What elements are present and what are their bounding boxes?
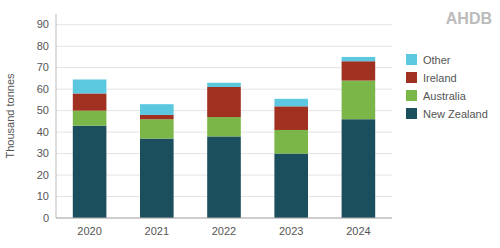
y-tick-label: 60: [37, 83, 49, 95]
y-tick-label: 50: [37, 104, 49, 116]
y-axis-label: Thousand tonnes: [4, 73, 16, 159]
y-tick-label: 10: [37, 190, 49, 202]
x-axis-line: [56, 218, 392, 219]
bar-segment: [274, 106, 308, 130]
x-tick-label: 2023: [279, 225, 303, 237]
bar-segment: [274, 99, 308, 107]
legend-label: Other: [423, 54, 451, 66]
bar-segment: [342, 61, 376, 80]
y-axis-line: [56, 14, 57, 218]
legend-swatch: [406, 54, 417, 65]
legend: Other Ireland Australia New Zealand: [406, 54, 488, 120]
y-tick-label: 70: [37, 61, 49, 73]
x-tick-label: 2020: [77, 225, 101, 237]
legend-swatch: [406, 90, 417, 101]
bar-segment: [342, 119, 376, 218]
grid-line: [56, 46, 392, 47]
bar-segment: [140, 104, 174, 115]
y-tick-label: 40: [37, 126, 49, 138]
grid-line: [56, 218, 392, 219]
bar-segment: [274, 130, 308, 154]
annotation: AHDB: [446, 10, 492, 27]
legend-swatch: [406, 72, 417, 83]
legend-label: Australia: [423, 90, 467, 102]
bar-segment: [207, 117, 241, 136]
chart: 0 10 20 30 40 50 60 70 80 90 Thousand tonnes 2020 20…: [0, 0, 500, 248]
bar-segment: [140, 139, 174, 218]
bar-segment: [73, 111, 107, 126]
bar-segment: [207, 136, 241, 218]
y-tick-label: 20: [37, 169, 49, 181]
bar-segment: [140, 119, 174, 138]
bar-segment: [140, 115, 174, 119]
y-tick-label: 90: [37, 18, 49, 30]
bar-segment: [342, 57, 376, 61]
bar-segment: [73, 79, 107, 93]
bar-segment: [342, 81, 376, 120]
bar-segment: [73, 126, 107, 218]
x-tick-label: 2021: [145, 225, 169, 237]
y-tick-label: 30: [37, 147, 49, 159]
bar-segment: [207, 87, 241, 117]
legend-swatch: [406, 108, 417, 119]
x-tick-label: 2022: [212, 225, 236, 237]
y-tick-label: 80: [37, 40, 49, 52]
legend-label: Ireland: [423, 72, 457, 84]
bar-segment: [73, 93, 107, 110]
bar-segment: [274, 154, 308, 218]
grid-line: [56, 24, 392, 25]
x-tick-label: 2024: [346, 225, 370, 237]
bar-segment: [207, 83, 241, 87]
legend-label: New Zealand: [423, 108, 488, 120]
y-tick-label: 0: [43, 212, 49, 224]
bars: [73, 57, 375, 218]
